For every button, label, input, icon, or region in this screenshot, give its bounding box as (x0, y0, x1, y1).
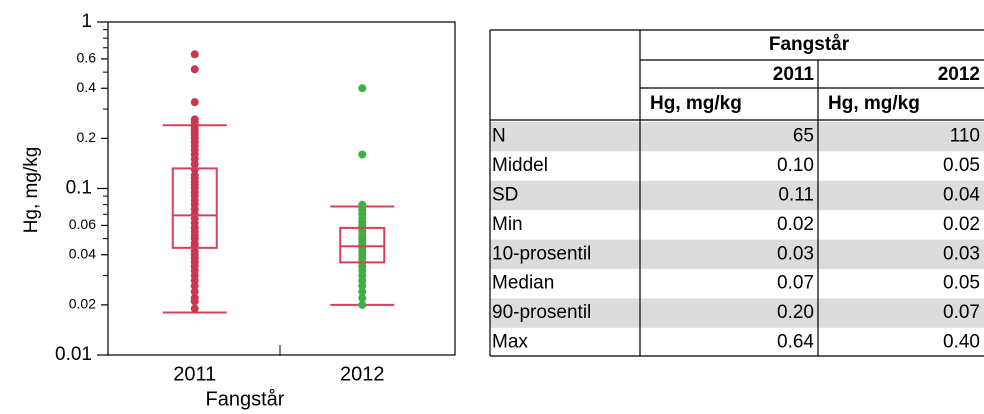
cell-value: 0.20 (777, 302, 814, 323)
row-stripe (490, 239, 984, 269)
data-point (358, 300, 367, 309)
row-label: Min (492, 214, 523, 235)
data-point (190, 98, 199, 107)
cell-value: 0.11 (778, 185, 814, 206)
data-point (190, 50, 199, 59)
row-stripe (490, 180, 984, 211)
cell-value: 0.64 (777, 332, 814, 353)
x-axis-label: Fangstår (206, 388, 285, 410)
data-point (358, 281, 367, 290)
row-label: SD (492, 185, 518, 206)
cell-value: 0.03 (943, 243, 980, 264)
cell-value: 0.05 (943, 273, 980, 294)
cell-value: 110 (950, 126, 980, 147)
data-point (190, 287, 199, 296)
cell-value: 0.10 (777, 155, 814, 176)
data-point (190, 297, 199, 306)
cell-value: 0.05 (943, 155, 980, 176)
cell-value: 0.02 (943, 214, 980, 235)
year-header: 2011 (773, 64, 815, 85)
stats-table: Fangstår 2011 Hg, mg/kg 2012 Hg, mg/kg N 65 110… (489, 29, 984, 357)
unit-header: Hg, mg/kg (650, 93, 742, 114)
unit-header: Hg, mg/kg (828, 93, 920, 114)
data-point (190, 65, 199, 74)
data-point (358, 150, 367, 159)
row-label: N (492, 126, 506, 147)
x-tick-label: 2012 (340, 363, 385, 385)
row-label: Middel (492, 155, 548, 176)
group-header: Fangstår (769, 34, 850, 55)
chart: Hg, mg/kg Fangstår 0.01 0.02 0.04 0.06 0.1 0.… (21, 11, 456, 410)
cell-value: 0.04 (943, 185, 980, 206)
y-tick-label: 0.4 (77, 79, 97, 95)
data-point (190, 281, 199, 290)
cell-value: 0.03 (777, 243, 814, 264)
year-header: 2012 (938, 64, 980, 85)
data-point (358, 293, 367, 302)
cell-value: 0.07 (777, 273, 814, 294)
y-axis-label: Hg, mg/kg (21, 147, 42, 234)
data-point (358, 287, 367, 296)
data-point (358, 84, 367, 93)
cell-value: 65 (793, 126, 814, 147)
y-tick-label: 0.02 (69, 296, 96, 312)
y-tick-label: 0.1 (66, 178, 92, 199)
y-tick-label: 0.04 (69, 245, 96, 261)
x-tick-label: 2011 (173, 363, 216, 385)
y-tick-label: 0.01 (55, 344, 92, 365)
box (339, 226, 386, 264)
row-label: Median (492, 273, 554, 294)
row-label: 10-prosentil (492, 243, 591, 264)
row-stripe (490, 298, 984, 328)
plot-frame (107, 21, 456, 356)
data-point (190, 304, 199, 313)
cell-value: 0.02 (777, 214, 814, 235)
row-label: Max (492, 332, 528, 353)
box (171, 167, 218, 249)
cell-value: 0.40 (943, 332, 980, 353)
row-label: 90-prosentil (492, 302, 591, 323)
cell-value: 0.07 (943, 302, 980, 323)
y-tick-label: 0.06 (69, 216, 96, 232)
row-stripe (490, 122, 984, 152)
y-tick-label: 0.6 (77, 50, 97, 66)
y-tick-label: 1 (81, 11, 92, 32)
y-tick-label: 0.2 (77, 129, 97, 145)
